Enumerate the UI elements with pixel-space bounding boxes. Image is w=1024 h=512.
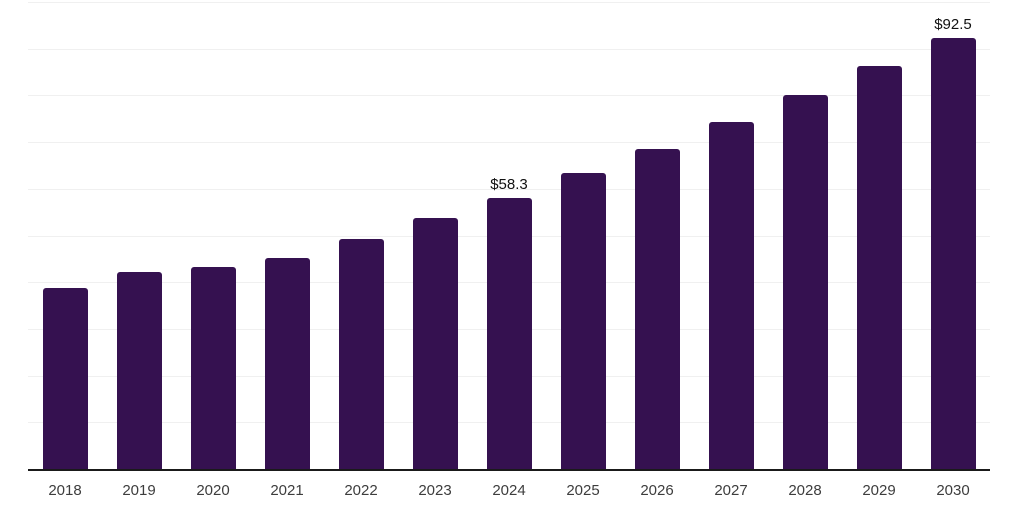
gridline-80 bbox=[28, 95, 990, 97]
x-tick-2023: 2023 bbox=[418, 482, 452, 499]
gridline-70 bbox=[28, 142, 990, 144]
bar-cell-2028 bbox=[768, 3, 842, 470]
bar-cell-2026 bbox=[620, 3, 694, 470]
x-tick-2027: 2027 bbox=[714, 482, 748, 499]
bar-2023 bbox=[412, 218, 458, 470]
x-tick-2028: 2028 bbox=[788, 482, 822, 499]
bar-cell-2018 bbox=[28, 3, 102, 470]
gridline-90 bbox=[28, 48, 990, 50]
bar-value-label-2030: $92.5 bbox=[934, 16, 972, 34]
bar-2024 bbox=[486, 197, 532, 470]
bar-cell-2022 bbox=[324, 3, 398, 470]
x-axis-labels: 2018 2019 2020 2021 2022 2023 2024 2025 2026 2027… bbox=[28, 470, 990, 499]
bar-2026 bbox=[634, 149, 680, 470]
bar-2028 bbox=[782, 94, 828, 470]
bar-cell-2030: $92.5 bbox=[916, 3, 990, 470]
bar-cell-2029 bbox=[842, 3, 916, 470]
bar-2019 bbox=[116, 272, 162, 470]
bar-cell-2020 bbox=[176, 3, 250, 470]
bars-container: $58.3 $92.5 bbox=[28, 3, 990, 470]
x-tick-2026: 2026 bbox=[640, 482, 674, 499]
bar-cell-2019 bbox=[102, 3, 176, 470]
x-tick-2030: 2030 bbox=[936, 482, 970, 499]
bar-cell-2023 bbox=[398, 3, 472, 470]
bar-2020 bbox=[190, 267, 236, 470]
x-tick-2025: 2025 bbox=[566, 482, 600, 499]
bar-cell-2027 bbox=[694, 3, 768, 470]
bar-2029 bbox=[856, 66, 902, 470]
x-tick-2018: 2018 bbox=[48, 482, 82, 499]
bar-2018 bbox=[42, 287, 88, 470]
gridline-100 bbox=[28, 2, 990, 3]
bar-value-label-2024: $58.3 bbox=[490, 175, 528, 193]
bar-cell-2025 bbox=[546, 3, 620, 470]
plot-area: $58.3 $92.5 bbox=[28, 2, 990, 470]
bar-2022 bbox=[338, 239, 384, 470]
x-tick-2024: 2024 bbox=[492, 482, 526, 499]
x-tick-2022: 2022 bbox=[344, 482, 378, 499]
gridline-60 bbox=[28, 188, 990, 190]
x-axis-line bbox=[28, 469, 990, 471]
bar-2021 bbox=[264, 258, 310, 470]
x-tick-2020: 2020 bbox=[196, 482, 230, 499]
bar-2030 bbox=[930, 38, 976, 470]
bar-2027 bbox=[708, 122, 754, 470]
x-tick-2021: 2021 bbox=[270, 482, 304, 499]
bar-cell-2024: $58.3 bbox=[472, 3, 546, 470]
bar-cell-2021 bbox=[250, 3, 324, 470]
x-tick-2019: 2019 bbox=[122, 482, 156, 499]
x-tick-2029: 2029 bbox=[862, 482, 896, 499]
bar-2025 bbox=[560, 173, 606, 470]
